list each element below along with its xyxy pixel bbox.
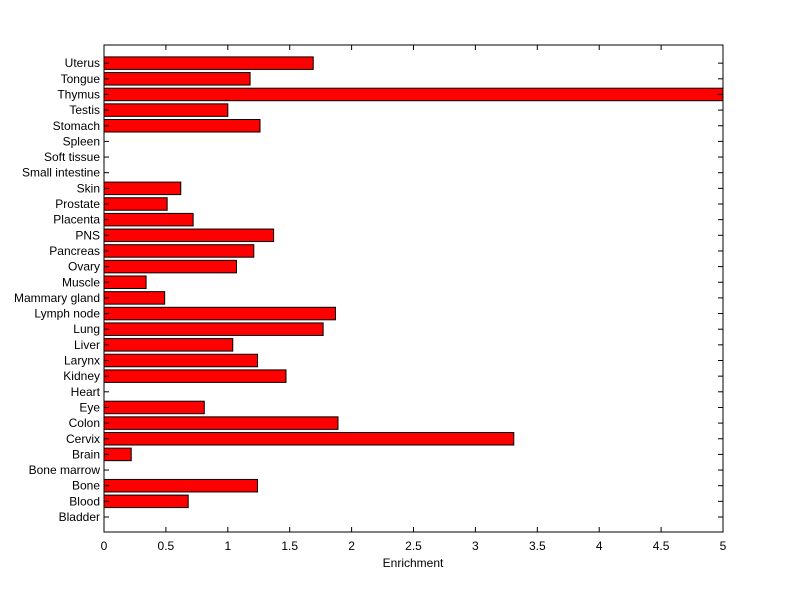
y-tick-label-tongue: Tongue	[61, 72, 101, 86]
y-tick-label-small-intestine: Small intestine	[22, 166, 100, 180]
y-tick-label-kidney: Kidney	[63, 369, 100, 383]
y-tick-label-blood: Blood	[69, 494, 100, 508]
y-tick-label-mammary-gland: Mammary gland	[14, 291, 100, 305]
bar-larynx	[103, 353, 259, 368]
bar-muscle	[103, 275, 147, 289]
bar-liver	[103, 338, 234, 352]
x-tick-label: 4.5	[653, 539, 670, 553]
y-tick-label-liver: Liver	[74, 338, 100, 352]
y-tick-label-stomach: Stomach	[53, 119, 100, 133]
y-tick-label-colon: Colon	[69, 416, 100, 430]
y-tick-label-bone-marrow: Bone marrow	[29, 463, 101, 477]
y-tick-label-muscle: Muscle	[62, 275, 100, 289]
y-tick-label-skin: Skin	[77, 181, 100, 195]
y-tick-label-cervix: Cervix	[66, 432, 100, 446]
x-tick-label: 0	[101, 539, 108, 553]
bar-blood	[103, 494, 189, 509]
bar-cervix	[103, 432, 515, 446]
y-tick-label-testis: Testis	[69, 103, 100, 117]
bar-placenta	[103, 212, 194, 227]
bar-testis	[103, 103, 229, 117]
x-tick-label: 0.5	[158, 539, 175, 553]
x-tick-label: 3	[472, 539, 479, 553]
bar-pns	[103, 228, 275, 243]
x-tick-label: 1	[224, 539, 231, 553]
x-tick-label: 4	[596, 539, 603, 553]
bar-colon	[103, 416, 339, 430]
x-axis-label: Enrichment	[383, 556, 444, 570]
y-tick-label-spleen: Spleen	[63, 134, 100, 148]
y-tick-label-ovary: Ovary	[68, 260, 100, 274]
y-tick-label-pancreas: Pancreas	[49, 244, 100, 258]
y-tick-label-pns: PNS	[75, 228, 100, 242]
bar-uterus	[103, 56, 314, 70]
x-tick-labels: 0 0.5 1 1.5 2 2.5 3 3.5 4 4.5 5	[101, 539, 727, 553]
axes-box	[103, 44, 724, 533]
y-tick-label-lung: Lung	[73, 322, 100, 336]
y-tick-label-lymph-node: Lymph node	[34, 307, 100, 321]
bar-bone	[103, 478, 259, 493]
y-tick-label-eye: Eye	[79, 400, 100, 414]
ticks-group	[103, 45, 724, 532]
y-tick-label-bone: Bone	[72, 479, 100, 493]
bar-pancreas	[103, 244, 255, 258]
x-tick-label: 2.5	[405, 539, 422, 553]
bar-eye	[103, 400, 205, 415]
y-tick-label-heart: Heart	[71, 385, 101, 399]
bar-thymus	[103, 87, 724, 102]
bar-kidney	[103, 369, 287, 383]
y-tick-label-uterus: Uterus	[65, 56, 100, 70]
x-tick-label: 1.5	[281, 539, 298, 553]
bar-stomach	[103, 119, 261, 133]
y-tick-label-thymus: Thymus	[57, 87, 100, 101]
bar-lung	[103, 322, 324, 336]
y-tick-label-larynx: Larynx	[64, 354, 100, 368]
plot-area	[104, 45, 723, 532]
y-tick-label-bladder: Bladder	[59, 510, 100, 524]
bar-mammary-gland	[103, 291, 166, 305]
y-tick-label-prostate: Prostate	[55, 197, 100, 211]
bar-tongue	[103, 72, 251, 86]
y-tick-label-placenta: Placenta	[53, 213, 100, 227]
y-tick-label-soft-tissue: Soft tissue	[44, 150, 100, 164]
bar-skin	[103, 181, 182, 196]
x-tick-label: 5	[720, 539, 727, 553]
bar-ovary	[103, 259, 237, 274]
bar-prostate	[103, 197, 168, 211]
y-tick-label-brain: Brain	[72, 447, 100, 461]
x-tick-label: 2	[348, 539, 355, 553]
x-tick-label: 3.5	[529, 539, 546, 553]
bar-lymph-node	[103, 306, 337, 321]
